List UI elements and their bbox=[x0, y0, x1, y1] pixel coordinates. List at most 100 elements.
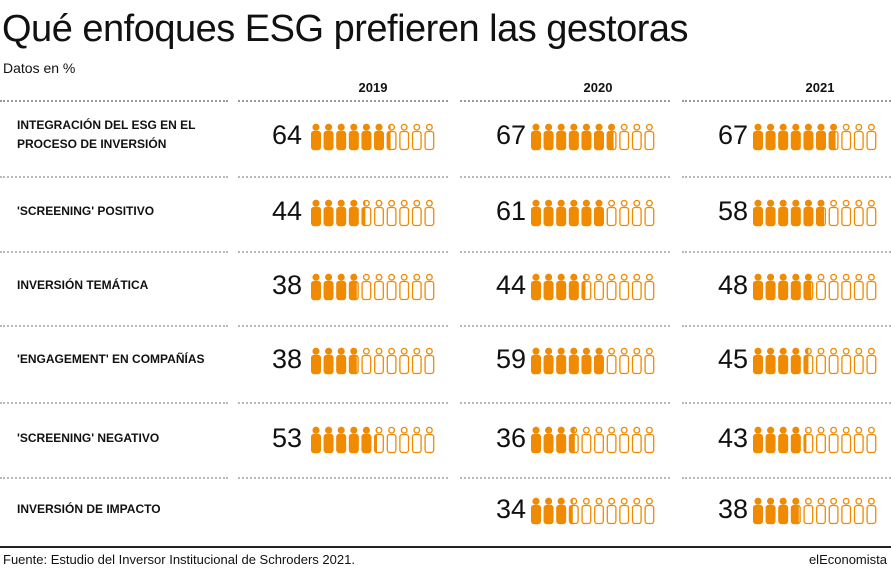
row-separator bbox=[0, 251, 228, 253]
person-icon bbox=[336, 199, 347, 227]
chart-title: Qué enfoques ESG prefieren las gestoras bbox=[2, 8, 689, 50]
person-icon bbox=[803, 123, 814, 151]
person-icon bbox=[424, 347, 435, 375]
person-icon bbox=[543, 347, 554, 375]
row-separator bbox=[682, 477, 891, 479]
value-label: 38 bbox=[271, 344, 302, 374]
person-icon bbox=[866, 273, 877, 301]
person-icon bbox=[644, 123, 655, 151]
person-icon bbox=[424, 123, 435, 151]
person-icon bbox=[568, 497, 579, 525]
person-icon bbox=[581, 123, 592, 151]
value-label: 48 bbox=[717, 270, 748, 300]
people-pictogram bbox=[311, 123, 435, 151]
person-icon bbox=[581, 273, 592, 301]
value-label: 67 bbox=[717, 120, 748, 150]
people-pictogram bbox=[531, 426, 655, 454]
person-icon bbox=[644, 273, 655, 301]
row-separator bbox=[0, 402, 228, 404]
people-pictogram bbox=[531, 273, 655, 301]
person-icon bbox=[311, 123, 321, 151]
person-icon bbox=[543, 123, 554, 151]
person-icon bbox=[568, 426, 579, 454]
people-pictogram bbox=[311, 426, 435, 454]
person-icon bbox=[543, 199, 554, 227]
person-icon bbox=[841, 347, 852, 375]
person-icon bbox=[556, 123, 567, 151]
person-icon bbox=[841, 497, 852, 525]
person-icon bbox=[631, 199, 642, 227]
person-icon bbox=[323, 347, 334, 375]
value-label: 44 bbox=[495, 270, 526, 300]
person-icon bbox=[556, 497, 567, 525]
person-icon bbox=[348, 123, 359, 151]
value-label: 64 bbox=[271, 120, 302, 150]
row-separator bbox=[238, 325, 448, 327]
person-icon bbox=[853, 347, 864, 375]
person-icon bbox=[361, 273, 372, 301]
person-icon bbox=[311, 347, 321, 375]
person-icon bbox=[765, 497, 776, 525]
person-icon bbox=[753, 426, 763, 454]
person-icon bbox=[531, 123, 541, 151]
row-separator bbox=[0, 477, 228, 479]
person-icon bbox=[853, 426, 864, 454]
person-icon bbox=[594, 199, 604, 227]
row-separator bbox=[460, 402, 670, 404]
person-icon bbox=[803, 497, 814, 525]
row-separator bbox=[682, 251, 891, 253]
person-icon bbox=[816, 199, 826, 227]
header-rule bbox=[0, 100, 228, 102]
person-icon bbox=[778, 497, 789, 525]
person-icon bbox=[753, 273, 763, 301]
person-icon bbox=[790, 199, 801, 227]
person-icon bbox=[790, 273, 801, 301]
person-icon bbox=[411, 123, 422, 151]
person-icon bbox=[386, 426, 397, 454]
header-rule bbox=[682, 100, 891, 102]
person-icon bbox=[765, 273, 776, 301]
person-icon bbox=[411, 199, 422, 227]
value-label: 58 bbox=[717, 196, 748, 226]
brand-logo: elEconomista bbox=[808, 552, 887, 567]
person-icon bbox=[644, 347, 655, 375]
person-icon bbox=[311, 273, 321, 301]
person-icon bbox=[336, 426, 347, 454]
person-icon bbox=[765, 199, 776, 227]
person-icon bbox=[336, 123, 347, 151]
person-icon bbox=[348, 199, 359, 227]
person-icon bbox=[816, 273, 826, 301]
person-icon bbox=[619, 347, 630, 375]
person-icon bbox=[374, 347, 384, 375]
value-label: 44 bbox=[271, 196, 302, 226]
year-header-2021: 2021 bbox=[805, 80, 835, 95]
row-separator bbox=[460, 477, 670, 479]
people-pictogram bbox=[753, 426, 877, 454]
value-label: 67 bbox=[495, 120, 526, 150]
person-icon bbox=[556, 273, 567, 301]
person-icon bbox=[594, 426, 604, 454]
person-icon bbox=[568, 123, 579, 151]
person-icon bbox=[543, 273, 554, 301]
person-icon bbox=[594, 123, 604, 151]
person-icon bbox=[753, 347, 763, 375]
person-icon bbox=[644, 497, 655, 525]
person-icon bbox=[631, 347, 642, 375]
person-icon bbox=[816, 347, 826, 375]
person-icon bbox=[568, 273, 579, 301]
person-icon bbox=[841, 123, 852, 151]
year-header-2019: 2019 bbox=[358, 80, 388, 95]
people-pictogram bbox=[531, 347, 655, 375]
person-icon bbox=[790, 426, 801, 454]
person-icon bbox=[399, 199, 410, 227]
person-icon bbox=[828, 426, 839, 454]
row-separator bbox=[238, 251, 448, 253]
people-pictogram bbox=[753, 347, 877, 375]
people-pictogram bbox=[531, 497, 655, 525]
person-icon bbox=[374, 426, 384, 454]
row-separator bbox=[682, 402, 891, 404]
person-icon bbox=[828, 497, 839, 525]
person-icon bbox=[828, 347, 839, 375]
person-icon bbox=[866, 497, 877, 525]
row-label: INVERSIÓN TEMÁTICA bbox=[17, 277, 149, 292]
